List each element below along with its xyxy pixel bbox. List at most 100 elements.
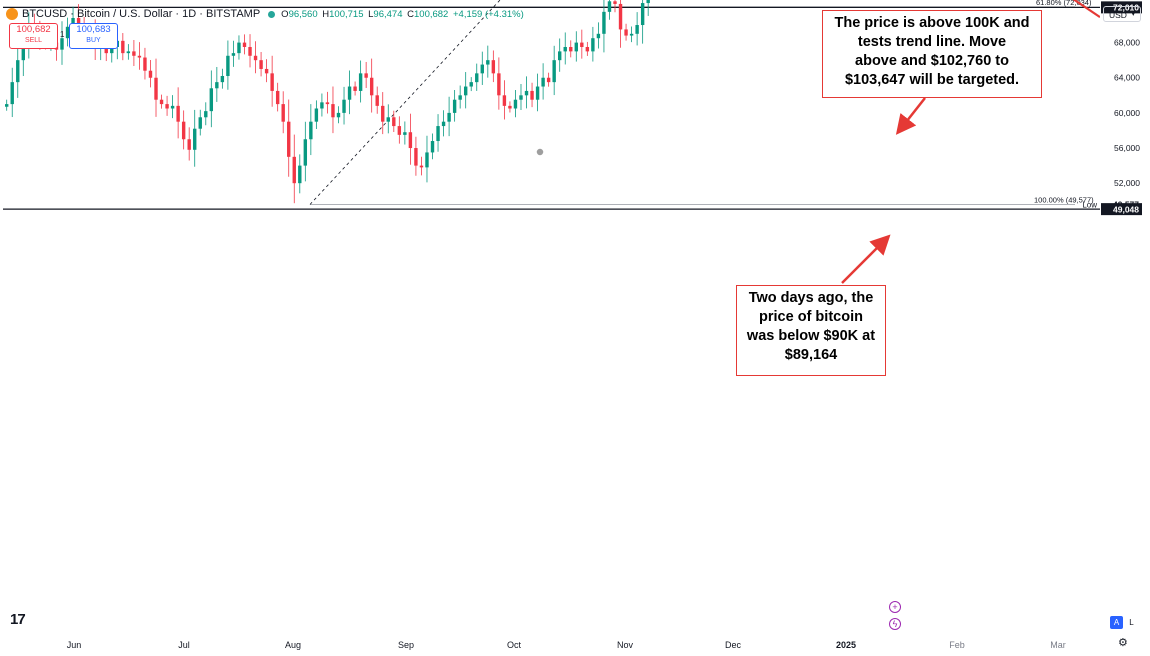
price-change: +4,159 (+4.31%): [452, 8, 524, 20]
candle-body: [292, 156, 296, 184]
candle-body: [441, 121, 446, 127]
cursor-marker: [535, 147, 545, 157]
callout-top-line: tests trend line. Move: [857, 34, 1007, 50]
buy-price: 100,683: [76, 24, 111, 35]
buy-button[interactable]: 100,683 BUY: [69, 23, 118, 49]
candle-body: [65, 26, 70, 39]
candle-body: [198, 117, 202, 129]
candle-body: [602, 11, 606, 34]
candle-body: [558, 51, 562, 61]
price-level-tag: [1101, 1, 1142, 14]
auto-scale-button[interactable]: A: [1110, 616, 1123, 629]
candle-body: [508, 105, 512, 109]
symbol-title[interactable]: BTCUSD · Bitcoin / U.S. Dollar · 1D · BI…: [22, 8, 261, 20]
candle-body: [143, 57, 147, 71]
candle-body: [303, 139, 308, 166]
candle-body: [591, 38, 595, 52]
candle-body: [181, 121, 186, 140]
candle-body: [425, 152, 429, 168]
lightning-icon[interactable]: ϟ: [889, 618, 901, 630]
candle-body: [629, 33, 634, 36]
annotation-arrow: [841, 234, 891, 284]
tradingview-logo-icon[interactable]: 17: [10, 611, 26, 628]
candle-body: [347, 86, 352, 100]
buy-label: BUY: [86, 37, 101, 44]
candle-body: [580, 42, 584, 47]
candle-body: [170, 105, 175, 109]
candle-body: [502, 95, 507, 106]
callout-top: The price is above 100K and tests trend …: [822, 10, 1042, 98]
candle-body: [552, 60, 556, 83]
callout-top-line: The price is above 100K and: [834, 15, 1030, 31]
candle-body: [414, 148, 418, 166]
candle-body: [469, 82, 473, 87]
price-axis[interactable]: 52,00056,00060,00064,00068,00072,00076,0…: [1081, 0, 1150, 656]
callout-bottom-line: $89,164: [784, 347, 838, 363]
candle-body: [342, 99, 346, 113]
candle-body: [298, 165, 302, 184]
ohlc-readout: O96,560 H100,715 L96,474 C100,682 +4,159…: [281, 8, 524, 20]
chart-header: BTCUSD · Bitcoin / U.S. Dollar · 1D · BI…: [6, 5, 524, 23]
candle-body: [436, 126, 440, 142]
candle-body: [16, 60, 20, 83]
currency-label: USD: [1109, 10, 1127, 20]
callout-bottom-line: was below $90K at: [746, 328, 876, 344]
candle-body: [309, 121, 313, 140]
x-tick: Aug: [284, 640, 302, 650]
price-level-label: 72,010: [1113, 3, 1139, 13]
currency-select[interactable]: USD ▾: [1103, 6, 1141, 22]
gear-icon[interactable]: ⚙: [1118, 637, 1128, 649]
candle-body: [60, 38, 64, 50]
x-tick: Oct: [506, 640, 522, 650]
y-tick-label: 56,000: [1114, 143, 1140, 153]
candle-body: [452, 99, 457, 113]
x-tick: Nov: [616, 640, 634, 650]
candle-body: [242, 42, 247, 47]
candle-body: [475, 73, 479, 83]
callout-top-line: above and $102,760 to: [855, 53, 1009, 69]
callout-bottom-line: price of bitcoin: [759, 309, 863, 325]
x-tick: Mar: [1050, 640, 1066, 650]
candle-body: [447, 112, 451, 122]
candle-body: [397, 126, 402, 135]
candle-body: [314, 108, 319, 122]
candle-body: [613, 1, 617, 4]
candle-body: [110, 46, 114, 54]
horizontal-levels: [3, 6, 1100, 210]
candle-body: [237, 42, 241, 54]
candle-body: [353, 86, 357, 91]
candlestick-series: [5, 0, 650, 204]
x-tick: Sep: [397, 640, 415, 650]
candle-body: [635, 25, 639, 34]
candle-body: [419, 165, 424, 168]
callout-bottom-line: Two days ago, the: [748, 290, 874, 306]
fibonacci-labels: .00% (108,364)38.20% (85,907)50.00% (78,…: [1034, 0, 1094, 204]
candle-body: [76, 17, 81, 26]
candle-body: [154, 77, 158, 100]
add-indicator-icon[interactable]: +: [889, 601, 901, 613]
candle-body: [392, 117, 396, 127]
candle-body: [458, 95, 462, 100]
candle-body: [513, 99, 518, 109]
candle-body: [5, 104, 9, 107]
candle-body: [386, 117, 390, 122]
x-tick: Feb: [949, 640, 965, 650]
candle-body: [358, 73, 363, 91]
y-tick-label: 64,000: [1114, 73, 1140, 83]
candle-body: [535, 86, 540, 100]
candle-body: [403, 132, 407, 135]
extreme-tag: Low: [1082, 200, 1097, 209]
candle-body: [287, 121, 291, 157]
sell-button[interactable]: 100,682 SELL: [9, 23, 58, 49]
candle-body: [281, 104, 285, 122]
candle-body: [381, 105, 385, 122]
log-scale-button[interactable]: L: [1129, 618, 1134, 627]
candle-body: [209, 88, 214, 112]
candle-body: [176, 105, 180, 122]
candle-body: [364, 73, 368, 78]
sell-price: 100,682: [16, 24, 51, 35]
candle-body: [132, 51, 136, 56]
chevron-down-icon: ▾: [1131, 11, 1135, 18]
